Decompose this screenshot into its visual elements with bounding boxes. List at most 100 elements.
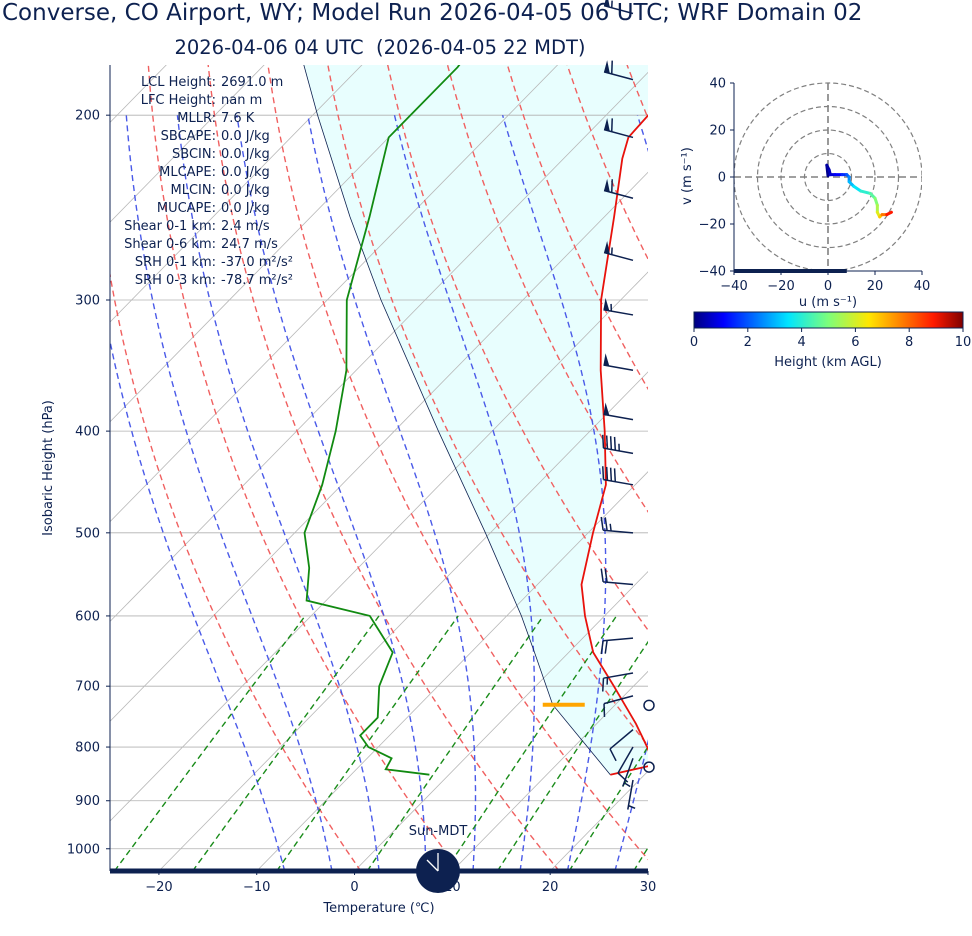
wind-barb [617,746,634,783]
mixing-ratio-line [681,616,837,871]
chart-title: Converse, CO Airport, WY; Model Run 2026… [2,0,863,26]
x-tick-label: −20 [145,880,172,895]
barb-full [609,436,613,450]
barb-flag [604,0,610,8]
hodograph-trace-segment [859,189,872,195]
wind-barb [603,178,634,200]
x-tick-label: −10 [243,880,270,895]
stat-label: LCL Height: [141,75,216,90]
wind-barb [609,729,634,762]
wind-barb [643,761,655,773]
wind-barb [600,568,634,586]
colorbar-tick-label: 10 [955,335,972,350]
dry-adiabat [709,0,972,871]
wind-barb [622,758,634,788]
barb-full [600,568,604,582]
wind-barb [643,699,655,712]
calm-wind-circle [643,699,655,712]
calm-wind-circle [643,761,655,773]
colorbar-tick-label: 4 [797,335,805,350]
barb-full [613,436,617,451]
dry-adiabat [446,65,648,513]
barb-full [609,748,617,762]
barb-staff [603,189,634,200]
stat-value: 0.0 J/kg [221,129,270,144]
y-tick-label: 900 [75,794,100,809]
wind-barb [603,0,634,15]
barb-full [604,568,608,583]
y-tick-label: 400 [75,425,100,440]
stat-label: MUCAPE: [157,201,216,216]
dewpoint-profile-line [303,65,461,776]
hodo-x-tick-label: 20 [867,279,884,294]
dry-adiabat [147,65,461,871]
y-tick-label: 300 [75,293,100,308]
barb-full [613,468,617,482]
wind-barb [602,672,634,692]
colorbar-tick-label: 0 [690,335,698,350]
mixing-ratio-line [276,615,459,871]
moist-adiabat [393,115,536,871]
barb-full [600,516,604,531]
colorbar-tick-label: 8 [905,335,913,350]
hodo-y-tick-label: −20 [699,218,726,233]
dry-adiabat [861,0,972,871]
mixing-ratio-line [366,615,544,871]
barb-flag [604,240,610,255]
isotherm-line [256,471,648,871]
barb-staff [617,746,634,774]
isotherm-line [158,371,648,871]
stat-label: SBCIN: [172,147,216,162]
mixing-ratio-line [444,615,618,871]
dry-adiabat [207,65,560,871]
isotherm-line [110,171,648,722]
wind-barb [602,466,634,486]
isotherm-line [354,570,648,871]
parcel-profile-line [303,65,611,775]
stat-value: 0.0 J/kg [221,165,270,180]
dry-adiabat [608,0,972,871]
stat-label: Shear 0-6 km: [124,237,216,252]
y-tick-label: 200 [75,109,100,124]
barb-staff [603,529,634,534]
mixing-ratio-line [113,615,306,871]
wind-barb [603,402,634,421]
stat-value: 0.0 J/kg [221,201,270,216]
mixing-ratio-line [496,640,648,871]
wind-barb [602,434,634,455]
isotherm-line [452,670,648,871]
barb-flag [603,402,610,416]
dry-adiabat [760,0,972,871]
hodo-y-label: v (m s⁻¹) [680,147,695,205]
cin-shading [303,65,648,775]
barb-half [609,523,612,532]
isotherm-line [110,65,559,523]
dry-adiabat [110,270,362,871]
x-axis-label: Temperature (℃) [322,901,434,916]
wind-barb [603,60,634,81]
stat-value: -37.0 m²/s² [221,255,293,270]
barb-full [605,466,609,481]
barb-staff [603,4,634,15]
barb-half [628,804,636,810]
barb-staff [603,695,634,705]
barb-staff [603,447,634,455]
barb-half [623,782,631,788]
colorbar-tick-label: 2 [744,335,752,350]
barb-staff [603,637,634,642]
height-colorbar [693,311,964,329]
barb-staff [603,128,634,139]
hodograph-trace-segment [885,210,893,217]
barb-staff [603,308,634,316]
dry-adiabat [566,65,648,261]
wind-barb [603,118,634,139]
stat-value: 2.4 m/s [221,219,270,234]
barb-staff [609,729,634,750]
hodo-y-tick-label: 0 [718,171,726,186]
hodo-x-label: u (m s⁻¹) [799,295,857,310]
barb-staff [603,364,634,371]
barb-staff [622,758,634,787]
barb-staff [603,581,634,586]
x-tick-label: 30 [640,880,657,895]
